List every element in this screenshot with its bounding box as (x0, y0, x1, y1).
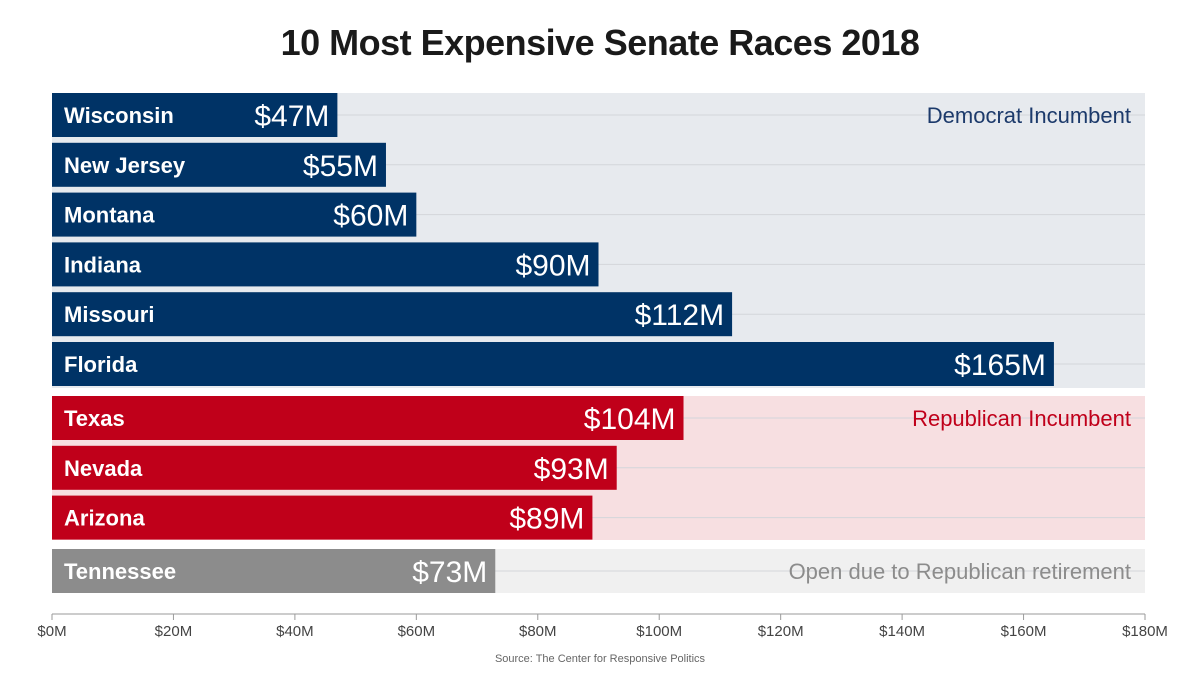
source-note: Source: The Center for Responsive Politi… (494, 653, 706, 665)
bar (52, 495, 593, 540)
bar (52, 342, 1054, 386)
group-background (52, 93, 1145, 388)
x-tick-label: $120M (758, 623, 804, 640)
bar-category-label: New Jersey (64, 153, 186, 178)
bar-category-label: Texas (64, 406, 125, 431)
x-tick-label: $40M (276, 623, 314, 640)
bar-category-label: Wisconsin (64, 103, 174, 128)
bar-category-label: Florida (64, 352, 138, 377)
bar-category-label: Nevada (64, 456, 143, 481)
x-tick-label: $80M (519, 623, 557, 640)
x-tick-label: $100M (636, 623, 682, 640)
x-tick-label: $0M (37, 623, 66, 640)
bar (52, 242, 599, 287)
x-tick-label: $60M (398, 623, 436, 640)
group-label: Open due to Republican retirement (789, 559, 1131, 584)
chart-title: 10 Most Expensive Senate Races 2018 (280, 22, 920, 63)
bar-category-label: Tennessee (64, 559, 176, 584)
group-label: Republican Incumbent (912, 406, 1131, 431)
bar-value-label: $104M (584, 403, 676, 436)
bar (52, 93, 338, 137)
x-tick-label: $20M (155, 623, 193, 640)
x-tick-label: $180M (1122, 623, 1168, 640)
x-tick-label: $160M (1001, 623, 1047, 640)
bar (52, 142, 386, 187)
bar (52, 445, 617, 490)
bar-value-label: $60M (333, 200, 408, 233)
bar (52, 192, 417, 237)
bar-value-label: $93M (534, 453, 609, 486)
bar-value-label: $90M (515, 249, 590, 282)
bar (52, 396, 684, 440)
bar-value-label: $112M (635, 299, 725, 332)
bar-value-label: $89M (509, 503, 584, 536)
x-tick-label: $140M (879, 623, 925, 640)
bar (52, 292, 733, 337)
bar-category-label: Montana (64, 203, 155, 228)
bar-value-label: $165M (954, 349, 1046, 382)
bar-category-label: Arizona (64, 506, 145, 531)
bar-value-label: $55M (303, 150, 378, 183)
bar-value-label: $47M (254, 100, 329, 133)
bar (52, 549, 496, 593)
bar-category-label: Missouri (64, 302, 154, 327)
bar-value-label: $73M (412, 556, 487, 589)
bar-category-label: Indiana (64, 252, 142, 277)
group-label: Democrat Incumbent (927, 103, 1131, 128)
